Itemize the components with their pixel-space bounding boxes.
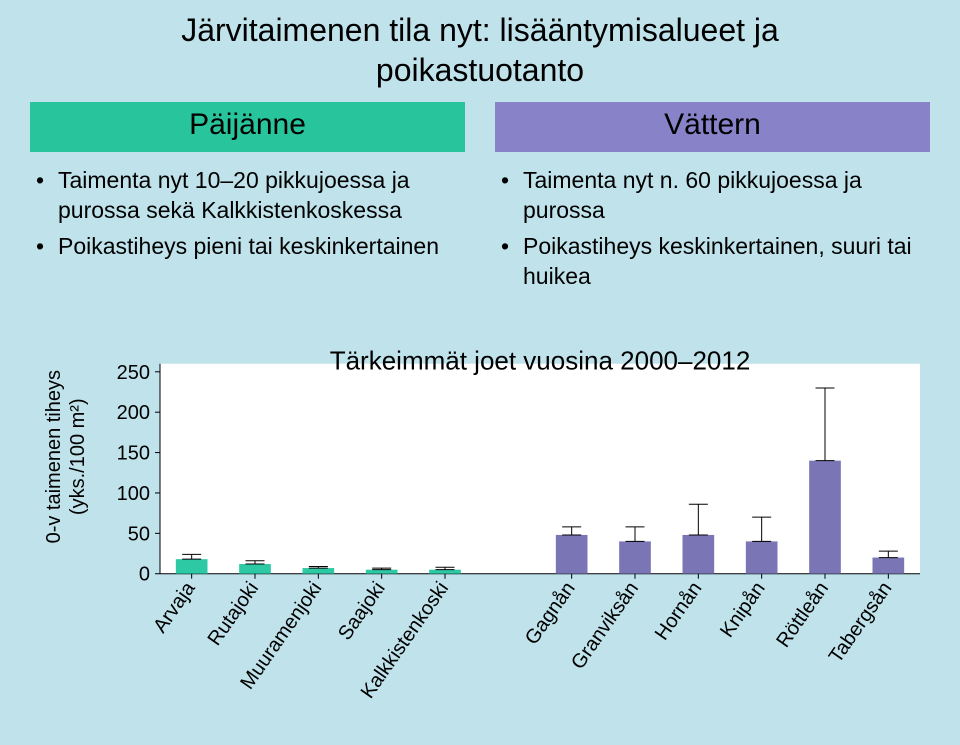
y-axis-title-line2: (yks./100 m²) — [67, 398, 89, 515]
bar — [873, 557, 905, 573]
y-tick-label: 50 — [128, 523, 150, 545]
bullet-item: Poikastiheys pieni tai keskinkertainen — [36, 232, 465, 262]
bar — [429, 569, 461, 573]
right-column: Vättern Taimenta nyt n. 60 pikkujoessa j… — [495, 102, 930, 298]
right-column-header: Vättern — [495, 102, 930, 152]
bar — [809, 460, 841, 573]
bar — [556, 535, 588, 574]
title-line2: poikastuotanto — [376, 52, 584, 88]
category-label: Rutajoki — [204, 578, 263, 650]
bullet-item: Taimenta nyt 10‒20 pikkujoessa ja puross… — [36, 166, 465, 226]
bar — [176, 559, 208, 574]
two-column-content: Päijänne Taimenta nyt 10‒20 pikkujoessa … — [0, 102, 960, 298]
chart-header: Tärkeimmät joet vuosina 2000‒2012 — [330, 345, 751, 375]
y-axis-title-line1: 0-v taimenen tiheys — [43, 370, 65, 543]
y-tick-label: 250 — [117, 361, 150, 383]
bullet-item: Poikastiheys keskinkertainen, suuri tai … — [501, 232, 930, 292]
bar — [239, 564, 271, 574]
y-tick-label: 0 — [139, 563, 150, 585]
bar — [619, 541, 651, 573]
bar-chart: 0 50 100 150 200 250 0-v taimenen tiheys(yks./… — [30, 312, 930, 735]
plot-area — [160, 363, 920, 573]
right-bullet-list: Taimenta nyt n. 60 pikkujoessa ja puross… — [495, 166, 930, 292]
y-tick-label: 200 — [117, 402, 150, 424]
category-label: Saajoki — [334, 578, 390, 644]
y-tick-label: 150 — [117, 442, 150, 464]
left-column-header: Päijänne — [30, 102, 465, 152]
category-label: Hornån — [651, 578, 707, 644]
category-label: Gagnån — [521, 578, 580, 649]
bar — [303, 568, 335, 574]
left-column: Päijänne Taimenta nyt 10‒20 pikkujoessa … — [30, 102, 465, 298]
chart-container: 0 50 100 150 200 250 0-v taimenen tiheys(yks./… — [0, 298, 960, 745]
category-label: Tabergsån — [825, 578, 897, 667]
category-label: Arvaja — [149, 577, 200, 637]
bar — [683, 535, 715, 574]
bar — [746, 541, 778, 573]
title-line1: Järvitaimenen tila nyt: lisääntymisaluee… — [181, 12, 779, 48]
slide-title: Järvitaimenen tila nyt: lisääntymisaluee… — [0, 0, 960, 102]
y-tick-label: 100 — [117, 483, 150, 505]
left-bullet-list: Taimenta nyt 10‒20 pikkujoessa ja puross… — [30, 166, 465, 262]
bullet-item: Taimenta nyt n. 60 pikkujoessa ja puross… — [501, 166, 930, 226]
category-label: Röttleån — [772, 578, 833, 652]
bar — [366, 569, 398, 573]
category-label: Knipån — [716, 578, 770, 642]
